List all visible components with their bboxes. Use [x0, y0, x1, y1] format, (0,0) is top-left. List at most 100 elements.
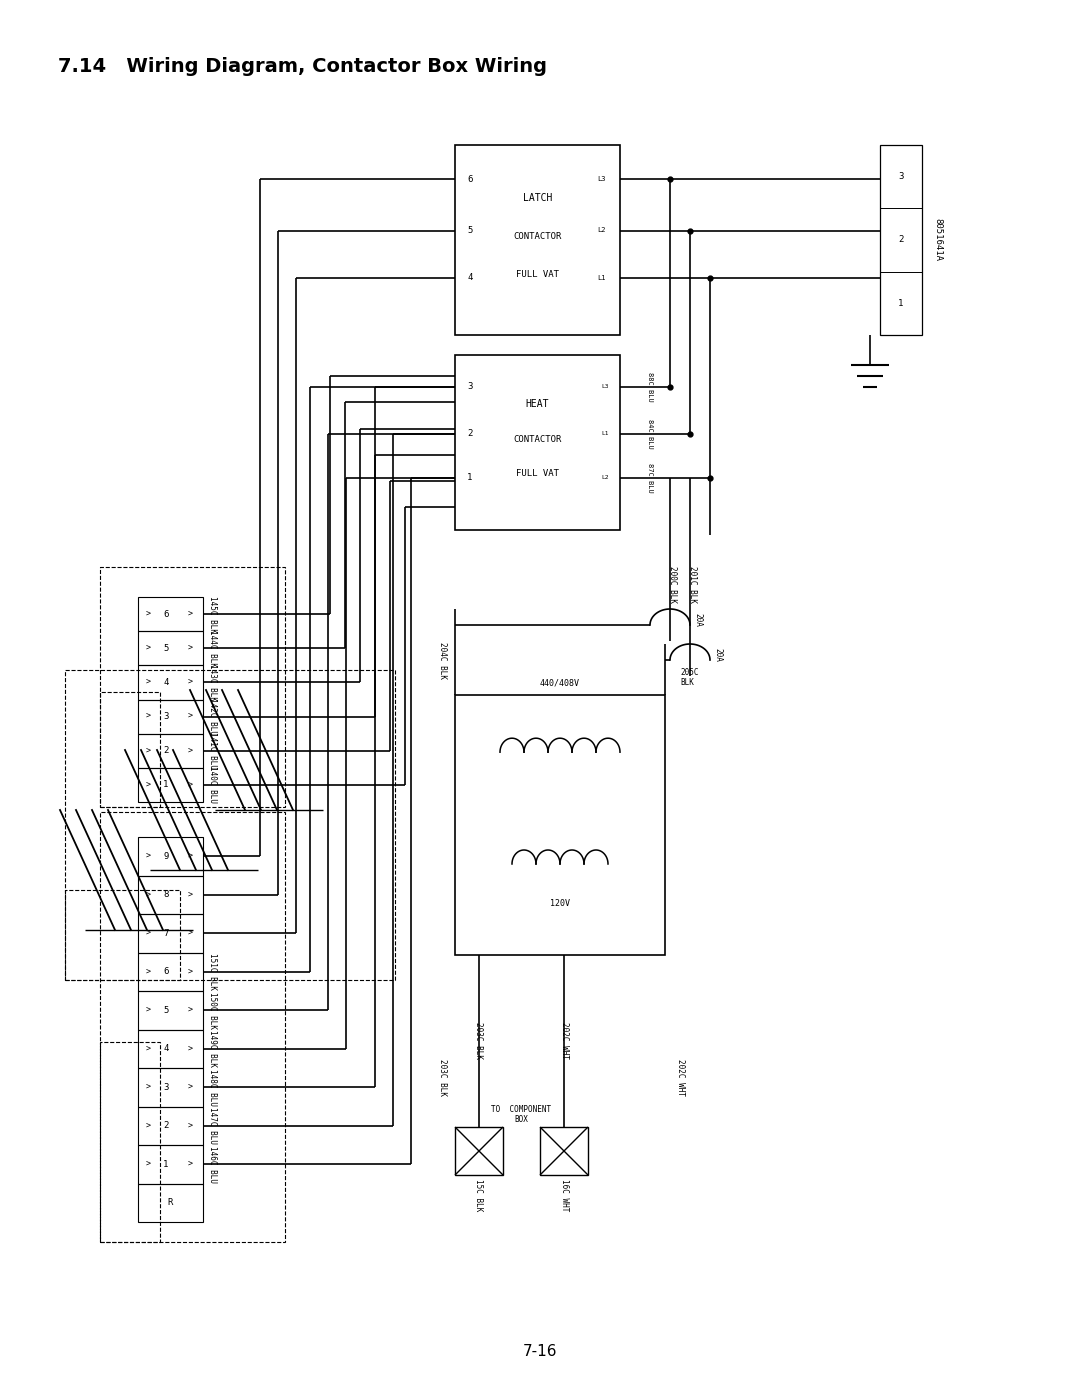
Text: 204C BLK: 204C BLK [438, 641, 447, 679]
Text: >: > [188, 746, 193, 756]
Text: 440/408V: 440/408V [540, 679, 580, 687]
Bar [65, 890, 180, 981]
Text: 3: 3 [899, 172, 904, 182]
Bar [138, 876, 203, 914]
Bar [138, 837, 203, 876]
Text: R: R [167, 1199, 173, 1207]
Bar [138, 700, 203, 733]
Text: 8051641A: 8051641A [933, 218, 943, 261]
Text: >: > [146, 1006, 151, 1014]
Text: 8: 8 [163, 890, 168, 900]
Text: 5: 5 [163, 644, 168, 652]
Text: 202C WHT: 202C WHT [559, 1023, 568, 1059]
Bar [138, 768, 203, 802]
Bar [138, 914, 203, 953]
Text: 201C BLK: 201C BLK [688, 567, 697, 604]
Text: 1: 1 [163, 781, 168, 789]
Text: FULL VAT: FULL VAT [516, 469, 559, 479]
Text: L3: L3 [597, 176, 606, 182]
Bar [455, 145, 620, 335]
Text: >: > [146, 781, 151, 789]
Text: 88C BLU: 88C BLU [647, 372, 653, 401]
Bar [138, 1030, 203, 1067]
Text: 144C BLK: 144C BLK [208, 630, 217, 666]
Text: 203C BLK: 203C BLK [438, 1059, 447, 1097]
Text: >: > [188, 609, 193, 619]
Text: >: > [188, 967, 193, 977]
Text: 7-16: 7-16 [523, 1344, 557, 1359]
Text: L1: L1 [602, 432, 609, 436]
Text: 2: 2 [163, 1122, 168, 1130]
Text: CONTACTOR: CONTACTOR [513, 434, 562, 443]
Text: 9: 9 [163, 852, 168, 861]
Text: >: > [188, 1122, 193, 1130]
Text: HEAT: HEAT [526, 400, 550, 409]
Bar [455, 355, 620, 529]
Text: 6: 6 [163, 609, 168, 619]
Text: >: > [146, 712, 151, 721]
Text: >: > [146, 967, 151, 977]
Text: 143C BLK: 143C BLK [208, 664, 217, 701]
Bar [138, 1106, 203, 1146]
Text: 87C BLU: 87C BLU [647, 462, 653, 492]
Text: 142C BLU: 142C BLU [208, 698, 217, 735]
Text: 5: 5 [468, 226, 473, 235]
Text: >: > [188, 929, 193, 937]
Bar [100, 567, 285, 807]
Text: 2: 2 [899, 236, 904, 244]
Text: >: > [188, 1083, 193, 1091]
Text: 6: 6 [468, 175, 473, 183]
Text: L2: L2 [602, 475, 609, 481]
Bar [138, 1183, 203, 1222]
Text: 151C BLK: 151C BLK [208, 953, 217, 990]
Text: 84C BLU: 84C BLU [647, 419, 653, 448]
Text: >: > [146, 609, 151, 619]
Text: 145C BLK: 145C BLK [208, 595, 217, 633]
Text: 7: 7 [163, 929, 168, 937]
Text: >: > [188, 781, 193, 789]
Bar [138, 953, 203, 990]
Text: >: > [188, 1006, 193, 1014]
Text: 3: 3 [163, 712, 168, 721]
Text: 15C BLK: 15C BLK [474, 1179, 484, 1211]
Text: >: > [146, 929, 151, 937]
Text: 202C WHT: 202C WHT [675, 1059, 685, 1097]
Text: 4: 4 [468, 274, 473, 282]
Text: >: > [188, 1044, 193, 1053]
Text: 3: 3 [468, 381, 473, 391]
Text: 1: 1 [899, 299, 904, 307]
Text: 200C BLK: 200C BLK [667, 567, 676, 604]
Text: 3: 3 [163, 1083, 168, 1091]
Text: LATCH: LATCH [523, 193, 552, 203]
Bar [138, 631, 203, 665]
Bar [100, 1042, 160, 1242]
Text: >: > [188, 852, 193, 861]
Bar [138, 990, 203, 1030]
Text: >: > [188, 644, 193, 652]
Text: 7.14   Wiring Diagram, Contactor Box Wiring: 7.14 Wiring Diagram, Contactor Box Wirin… [58, 57, 546, 75]
Bar [138, 665, 203, 700]
Text: 120V: 120V [550, 898, 570, 908]
Bar [100, 692, 160, 807]
Text: CONTACTOR: CONTACTOR [513, 232, 562, 240]
Text: >: > [188, 678, 193, 687]
Bar [100, 812, 285, 1242]
Bar [138, 597, 203, 631]
Text: 16C WHT: 16C WHT [559, 1179, 568, 1211]
Text: >: > [188, 890, 193, 900]
Bar [455, 1127, 503, 1175]
Text: FULL VAT: FULL VAT [516, 270, 559, 278]
Text: >: > [146, 1160, 151, 1169]
Bar [65, 671, 395, 981]
Text: >: > [146, 1122, 151, 1130]
Text: 146C BLU: 146C BLU [208, 1146, 217, 1183]
Text: >: > [188, 712, 193, 721]
Text: L2: L2 [597, 228, 606, 233]
Text: L3: L3 [602, 384, 609, 388]
Text: 2: 2 [468, 429, 473, 439]
Text: L1: L1 [597, 275, 606, 281]
Text: >: > [146, 678, 151, 687]
Text: TO  COMPONENT: TO COMPONENT [491, 1105, 552, 1113]
Bar [138, 1067, 203, 1106]
Text: 147C BLU: 147C BLU [208, 1108, 217, 1144]
